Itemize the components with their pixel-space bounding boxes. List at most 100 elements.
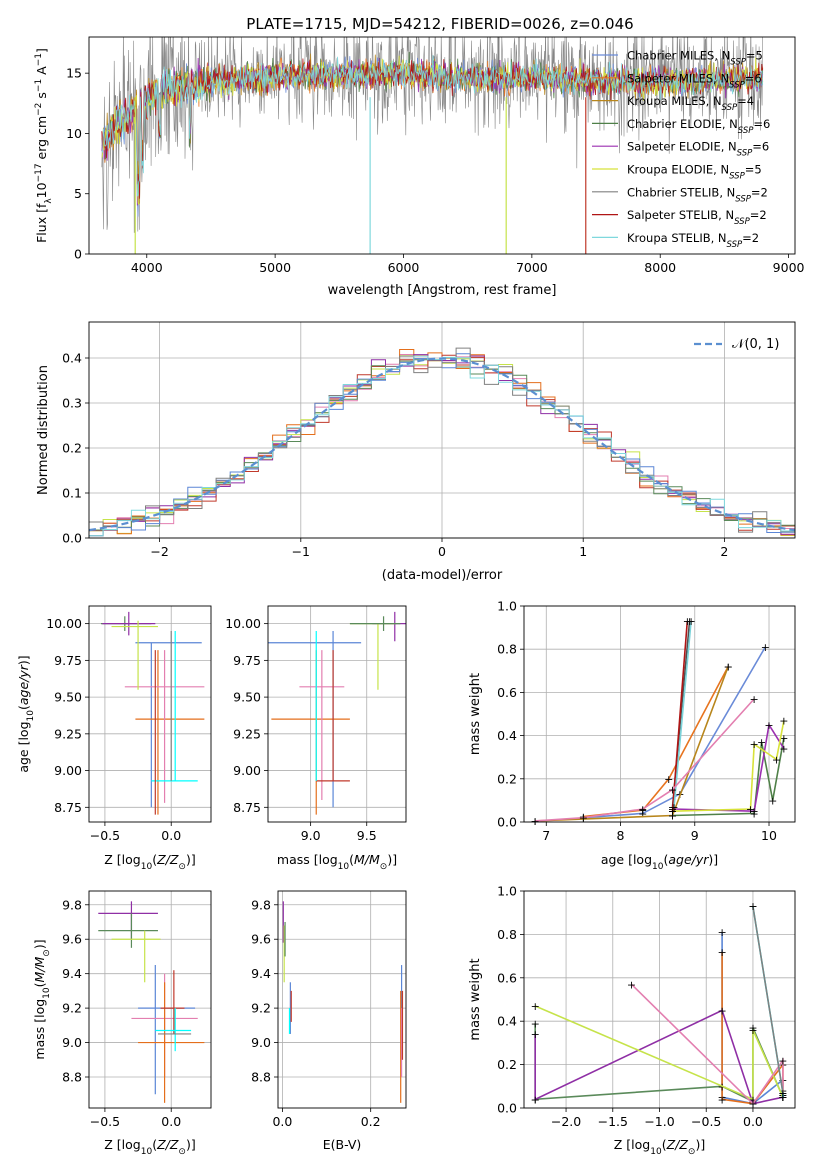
y-tick-label: 1.0 (497, 884, 517, 899)
legend-name: Salpeter ELODIE, N (627, 140, 737, 154)
weight-series (534, 1009, 784, 1105)
y-tick-label: 8.8 (251, 1070, 271, 1085)
weight-marker: + (638, 804, 647, 817)
y-tick-label: 9.00 (54, 763, 82, 778)
weight-marker: + (627, 978, 636, 991)
label-part: Flux [f (34, 203, 49, 243)
y-tick-label: 9.75 (233, 653, 261, 668)
y-tick-label: 9.8 (251, 897, 271, 912)
x-tick-label: 9.5 (357, 828, 377, 843)
y-tick-label: 0.2 (497, 771, 517, 786)
y-tick-label: 9.50 (233, 690, 261, 705)
legend-count: =2 (750, 208, 767, 222)
label-part: )] (186, 1137, 196, 1152)
legend-name: Chabrier MILES, N (627, 49, 730, 63)
x-axis-label: Z [log10(Z/Z⊙)] (104, 1137, 195, 1157)
label-part: ( (152, 852, 157, 867)
axes-frame (523, 890, 796, 1109)
x-axis-label: Z [log10(Z/Z⊙)] (104, 852, 195, 872)
label-part: 10 (652, 862, 664, 872)
legend-name: Kroupa MILES, N (627, 94, 722, 108)
x-tick-label: −1.5 (598, 1114, 628, 1129)
label-part: ( (152, 1137, 157, 1152)
y-tick-label: 8.8 (62, 1070, 82, 1085)
label-part: )] (186, 852, 196, 867)
y-tick-label: 0.8 (497, 927, 517, 942)
weight-marker: + (724, 660, 733, 673)
label-part: 10 (141, 1147, 153, 1157)
x-tick-label: 1 (579, 544, 587, 559)
y-tick-label: 0.2 (62, 441, 82, 456)
label-part: s (34, 92, 49, 103)
label-part: )] (695, 1137, 705, 1152)
legend-count: =2 (742, 231, 759, 245)
weight-series (535, 698, 755, 822)
weight-marker: + (531, 1017, 540, 1030)
x-tick-label: 0.0 (161, 1114, 181, 1129)
y-tick-label: 9.4 (62, 966, 82, 981)
weight-marker: + (686, 615, 695, 628)
x-tick-label: −0.5 (90, 1114, 120, 1129)
y-tick-label: 0.8 (497, 642, 517, 657)
histogram-steps (89, 347, 795, 537)
y-tick-label: 0.4 (497, 1014, 517, 1029)
legend-count: =6 (753, 117, 770, 131)
legend-name: Salpeter STELIB, N (627, 208, 734, 222)
x-tick-label: 9000 (773, 260, 805, 275)
legend-entry: Chabrier STELIB, NSSP=2 (627, 185, 768, 204)
legend-sub: SSP (729, 172, 745, 182)
axes-frame (88, 890, 212, 1109)
x-tick-label: 8 (617, 828, 625, 843)
axes-frame (523, 605, 796, 823)
y-tick-label: 0.2 (497, 1057, 517, 1072)
label-part: ⊙ (178, 1147, 186, 1157)
label-part: mass [log (277, 852, 338, 867)
x-axis-label: wavelength [Angstrom, rest frame] (328, 283, 557, 298)
y-tick-label: 9.75 (54, 653, 82, 668)
y-tick-label: 9.50 (54, 690, 82, 705)
weight-marker: + (531, 815, 540, 828)
legend-sub: SSP (730, 58, 746, 68)
x-tick-label: 6000 (388, 260, 420, 275)
label-part: −1 (34, 53, 44, 66)
weight-series (534, 1005, 784, 1101)
weight-marker: + (764, 719, 773, 732)
y-tick-label: 9.8 (62, 897, 82, 912)
normal-curve (89, 357, 795, 532)
y-tick-label: 9.2 (62, 1001, 82, 1016)
x-tick-label: 10 (761, 828, 777, 843)
weight-marker: + (668, 805, 677, 818)
weight-marker: + (748, 1022, 757, 1035)
label-part: ( (349, 852, 354, 867)
label-part: )] (708, 852, 718, 867)
axes-frame (88, 321, 796, 539)
legend-entry: Salpeter STELIB, NSSP=2 (627, 208, 767, 227)
x-tick-label: 0.0 (743, 1114, 763, 1129)
weight-marker: + (668, 810, 677, 823)
y-tick-label: 9.25 (233, 726, 261, 741)
legend-entry: 𝒩(0, 1) (732, 337, 779, 352)
legend-name: Kroupa ELODIE, N (627, 163, 729, 177)
x-tick-label: −0.5 (90, 828, 120, 843)
y-tick-label: 10 (66, 126, 82, 141)
chart-title: PLATE=1715, MJD=54212, FIBERID=0026, z=0… (246, 15, 633, 33)
weight-marker: + (779, 732, 788, 745)
weight-series (672, 720, 785, 812)
weight-marker: + (779, 743, 788, 756)
label-part: A (34, 66, 49, 79)
y-tick-label: 9.0 (62, 1035, 82, 1050)
label-part: Z [log (614, 1137, 650, 1152)
x-tick-label: 9 (691, 828, 699, 843)
label-part: ⊙ (178, 862, 186, 872)
weight-marker: + (531, 1000, 540, 1013)
weight-marker: + (761, 641, 770, 654)
legend-name: Salpeter MILES, N (627, 71, 729, 85)
weight-series (534, 1023, 784, 1103)
weight-marker: + (531, 1028, 540, 1041)
x-tick-label: −1.0 (644, 1114, 674, 1129)
legend-sub: SSP (722, 103, 738, 113)
legend-entry: Chabrier ELODIE, NSSP=6 (627, 117, 770, 136)
weight-marker: + (778, 1091, 787, 1104)
legend-entry: Chabrier MILES, NSSP=5 (627, 49, 763, 68)
label-part: age/yr (16, 664, 31, 705)
